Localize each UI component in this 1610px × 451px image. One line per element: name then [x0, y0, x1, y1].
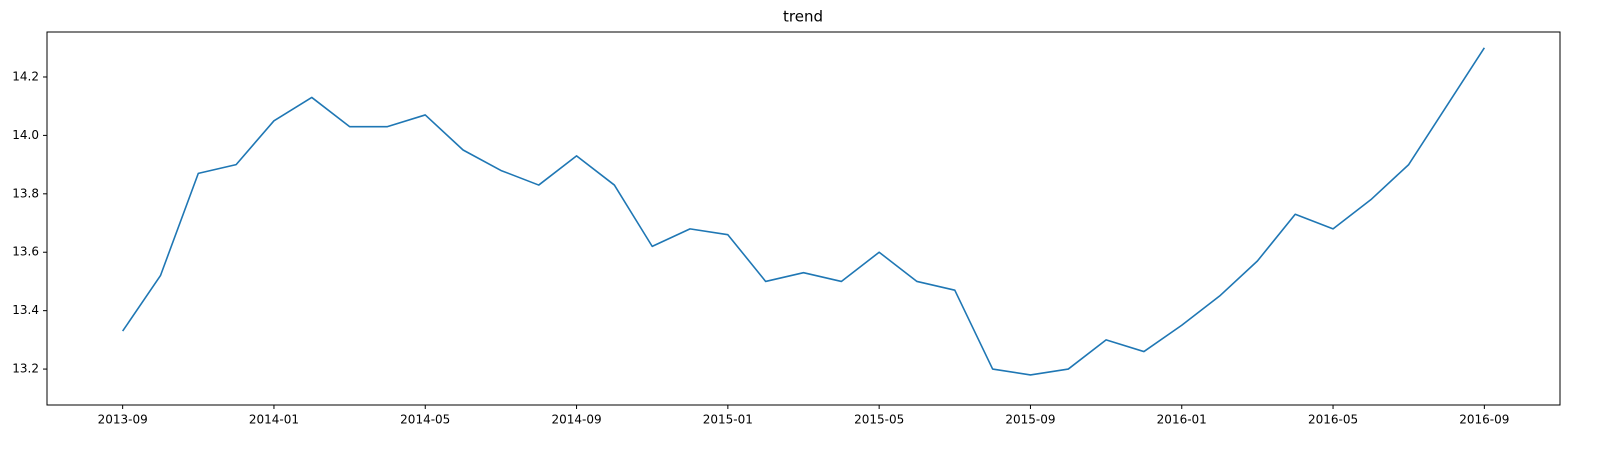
- x-tick-label: 2014-05: [400, 413, 450, 427]
- x-tick-label: 2014-09: [551, 413, 601, 427]
- chart-title: trend: [783, 8, 823, 26]
- x-tick-label: 2015-01: [703, 413, 753, 427]
- y-tick-label: 14.0: [12, 128, 39, 142]
- y-tick-label: 13.2: [12, 362, 39, 376]
- y-tick-label: 13.4: [12, 303, 39, 317]
- x-tick-label: 2016-05: [1308, 413, 1358, 427]
- y-tick-label: 14.2: [12, 69, 39, 83]
- x-tick-label: 2013-09: [98, 413, 148, 427]
- x-tick-label: 2014-01: [249, 413, 299, 427]
- x-tick-label: 2015-09: [1005, 413, 1055, 427]
- plot-frame: [46, 31, 1561, 406]
- x-tick-label: 2016-09: [1459, 413, 1509, 427]
- x-tick-label: 2015-05: [854, 413, 904, 427]
- y-tick-label: 13.8: [12, 186, 39, 200]
- trend-line: [121, 47, 1486, 376]
- y-tick-label: 13.6: [12, 245, 39, 259]
- x-tick-label: 2016-01: [1157, 413, 1207, 427]
